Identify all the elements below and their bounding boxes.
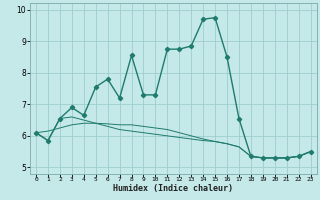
X-axis label: Humidex (Indice chaleur): Humidex (Indice chaleur) [113, 184, 233, 193]
